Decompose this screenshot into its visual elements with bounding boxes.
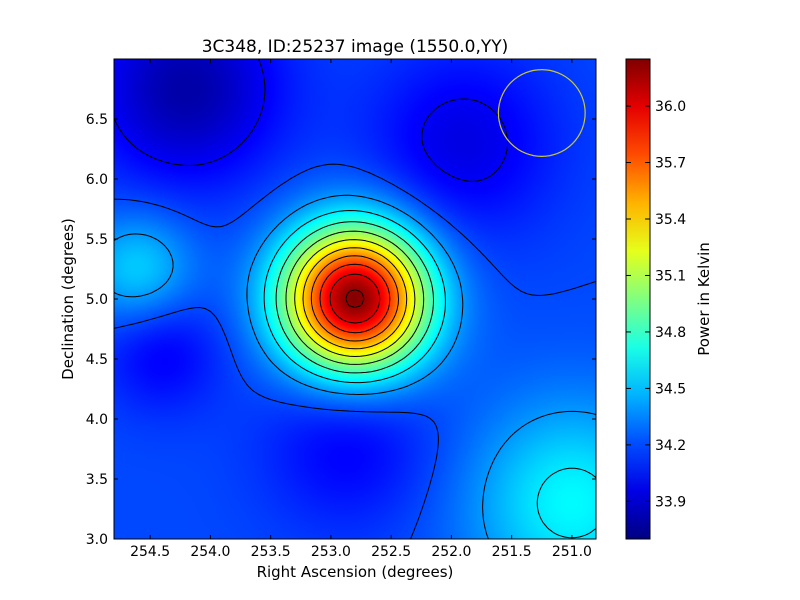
colorbar-gradient <box>625 58 651 540</box>
colorbar-tick-label: 33.9 <box>655 494 686 510</box>
x-tick-label: 252.0 <box>431 544 471 560</box>
y-tick-label: 5.5 <box>86 232 108 248</box>
beam-marker <box>497 69 586 157</box>
contour-level-3 <box>114 194 596 539</box>
x-tick-label: 254.5 <box>130 544 170 560</box>
y-tick-label: 6.5 <box>86 112 108 128</box>
x-axis: 254.5 254.0 253.5 253.0 252.5 252.0 251.5 251.0 <box>130 59 592 560</box>
heatmap-image <box>114 59 596 539</box>
x-tick-label: 253.0 <box>311 544 351 560</box>
y-tick-label: 3.5 <box>86 472 108 488</box>
colorbar-label: Power in Kelvin <box>695 242 713 356</box>
contour-lines <box>114 59 596 539</box>
colorbar-ticks: 33.9 34.2 34.5 34.8 35.1 35.4 35.7 36.0 <box>626 99 686 510</box>
y-axis: 3.0 3.5 4.0 4.5 5.0 5.5 6.0 6.5 <box>86 112 596 548</box>
x-tick-label: 253.5 <box>251 544 291 560</box>
x-axis-label: Right Ascension (degrees) <box>257 563 454 581</box>
contour-level-8 <box>302 247 408 350</box>
contour-level-5 <box>275 221 434 374</box>
y-tick-label: 3.0 <box>86 532 108 548</box>
colorbar: 33.9 34.2 34.5 34.8 35.1 35.4 35.7 36.0 Power i… <box>625 58 713 540</box>
contour-level-2 <box>114 163 596 539</box>
y-tick-label: 4.0 <box>86 412 108 428</box>
beam-circle <box>497 69 586 157</box>
chart-title: 3C348, ID:25237 image (1550.0,YY) <box>202 37 509 57</box>
colorbar-tick-label: 35.4 <box>655 212 686 228</box>
y-axis-label: Declination (degrees) <box>59 218 77 380</box>
colorbar-tick-label: 34.5 <box>655 381 686 397</box>
plot-area <box>113 58 597 540</box>
colorbar-tick-label: 35.7 <box>655 156 686 172</box>
y-tick-label: 5.0 <box>86 292 108 308</box>
x-tick-label: 251.0 <box>552 544 592 560</box>
contour-level-11 <box>329 273 381 324</box>
contour-level-7 <box>294 239 416 357</box>
contour-level-10 <box>319 263 391 334</box>
x-tick-label: 252.5 <box>371 544 411 560</box>
contour-level-6 <box>285 230 425 365</box>
x-tick-label: 254.0 <box>190 544 230 560</box>
x-tick-label: 251.5 <box>492 544 532 560</box>
colorbar-tick-label: 34.2 <box>655 438 686 454</box>
contour-level-4 <box>263 210 596 539</box>
contour-level-9 <box>310 255 399 342</box>
colorbar-tick-label: 36.0 <box>655 99 686 115</box>
colorbar-tick-label: 35.1 <box>655 268 686 284</box>
y-tick-label: 6.0 <box>86 172 108 188</box>
contour-level-12 <box>345 289 365 308</box>
y-tick-label: 4.5 <box>86 352 108 368</box>
colorbar-tick-label: 34.8 <box>655 325 686 341</box>
